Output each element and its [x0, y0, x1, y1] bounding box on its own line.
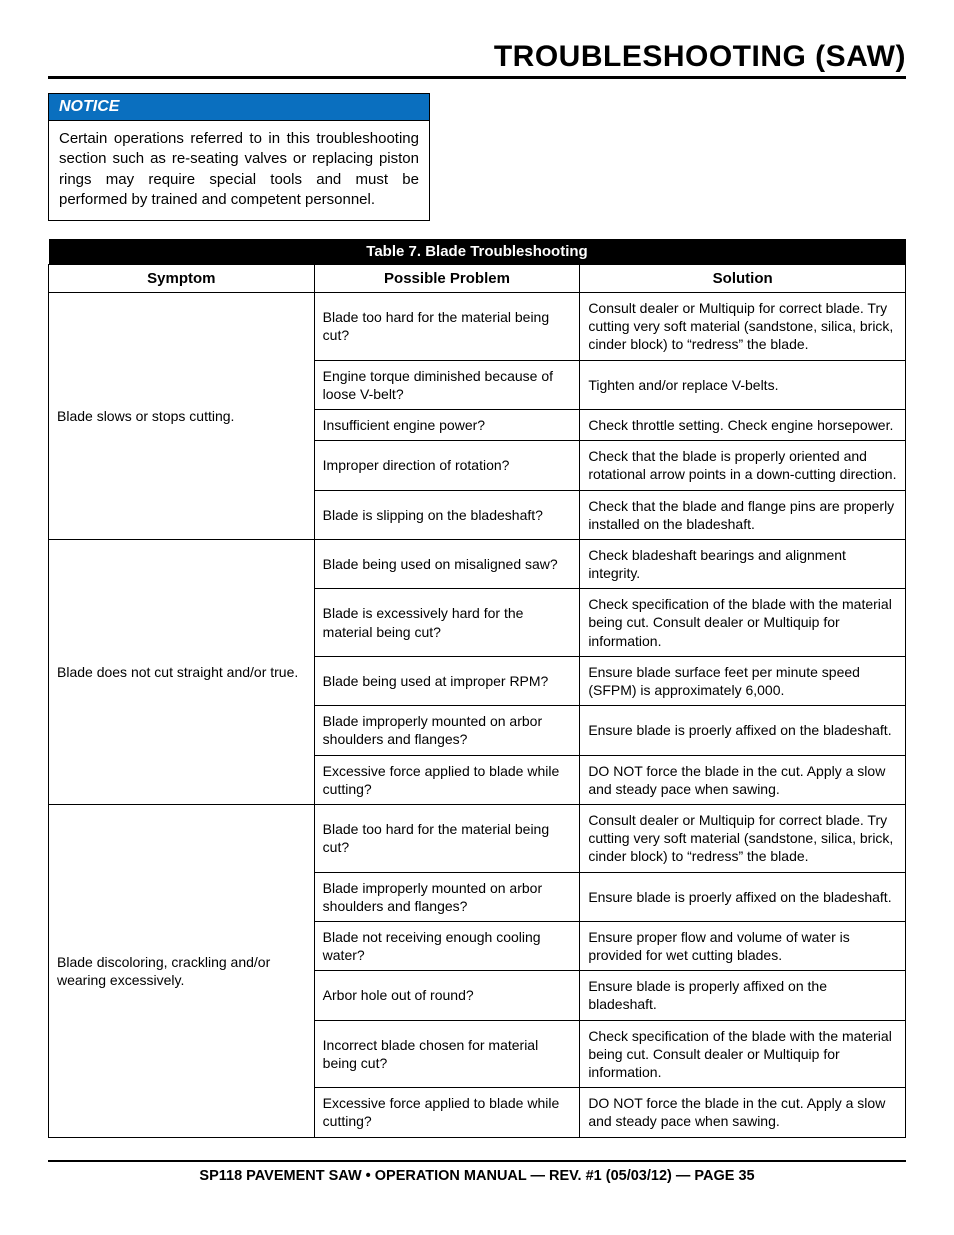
cell-solution: Ensure blade is proerly affixed on the b… — [580, 706, 906, 755]
cell-problem: Blade too hard for the material being cu… — [314, 293, 580, 361]
cell-solution: Check specification of the blade with th… — [580, 589, 906, 657]
cell-problem: Blade too hard for the material being cu… — [314, 804, 580, 872]
cell-problem: Blade being used on misaligned saw? — [314, 539, 580, 588]
cell-solution: Check specification of the blade with th… — [580, 1020, 906, 1088]
table-row: Blade slows or stops cutting.Blade too h… — [49, 293, 906, 361]
cell-problem: Arbor hole out of round? — [314, 971, 580, 1020]
table-caption: Table 7. Blade Troubleshooting — [49, 239, 906, 265]
cell-solution: Tighten and/or replace V-belts. — [580, 360, 906, 409]
cell-solution: Check bladeshaft bearings and alignment … — [580, 539, 906, 588]
cell-solution: Ensure blade is proerly affixed on the b… — [580, 872, 906, 921]
cell-problem: Blade not receiving enough cooling water… — [314, 921, 580, 970]
table-wrapper: Table 7. Blade Troubleshooting Symptom P… — [48, 239, 906, 1138]
page-title: TROUBLESHOOTING (SAW) — [48, 40, 906, 74]
cell-solution: Check that the blade is properly oriente… — [580, 441, 906, 490]
cell-symptom: Blade slows or stops cutting. — [49, 293, 315, 540]
cell-problem: Excessive force applied to blade while c… — [314, 755, 580, 804]
cell-solution: Ensure blade is properly affixed on the … — [580, 971, 906, 1020]
cell-solution: Consult dealer or Multiquip for correct … — [580, 293, 906, 361]
notice-box: NOTICE Certain operations referred to in… — [48, 93, 430, 221]
col-head-solution: Solution — [580, 265, 906, 293]
cell-solution: Check throttle setting. Check engine hor… — [580, 409, 906, 440]
cell-problem: Incorrect blade chosen for material bein… — [314, 1020, 580, 1088]
cell-problem: Blade is slipping on the bladeshaft? — [314, 490, 580, 539]
cell-solution: DO NOT force the blade in the cut. Apply… — [580, 1088, 906, 1137]
page-container: TROUBLESHOOTING (SAW) NOTICE Certain ope… — [0, 0, 954, 1214]
cell-problem: Excessive force applied to blade while c… — [314, 1088, 580, 1137]
cell-solution: Ensure blade surface feet per minute spe… — [580, 656, 906, 705]
cell-problem: Blade improperly mounted on arbor should… — [314, 872, 580, 921]
cell-problem: Blade improperly mounted on arbor should… — [314, 706, 580, 755]
cell-problem: Blade being used at improper RPM? — [314, 656, 580, 705]
cell-solution: Consult dealer or Multiquip for correct … — [580, 804, 906, 872]
title-rule — [48, 76, 906, 79]
cell-symptom: Blade does not cut straight and/or true. — [49, 539, 315, 804]
cell-symptom: Blade discoloring, crackling and/or wear… — [49, 804, 315, 1137]
footer-text: SP118 PAVEMENT SAW • OPERATION MANUAL — … — [48, 1168, 906, 1184]
table-body: Blade slows or stops cutting.Blade too h… — [49, 293, 906, 1138]
troubleshooting-table: Table 7. Blade Troubleshooting Symptom P… — [48, 239, 906, 1138]
table-row: Blade does not cut straight and/or true.… — [49, 539, 906, 588]
col-head-symptom: Symptom — [49, 265, 315, 293]
cell-solution: DO NOT force the blade in the cut. Apply… — [580, 755, 906, 804]
cell-solution: Ensure proper flow and volume of water i… — [580, 921, 906, 970]
cell-problem: Blade is excessively hard for the materi… — [314, 589, 580, 657]
cell-problem: Insufficient engine power? — [314, 409, 580, 440]
footer-rule — [48, 1160, 906, 1162]
cell-problem: Engine torque diminished because of loos… — [314, 360, 580, 409]
notice-header: NOTICE — [49, 94, 429, 121]
notice-body: Certain operations referred to in this t… — [49, 121, 429, 220]
cell-solution: Check that the blade and flange pins are… — [580, 490, 906, 539]
col-head-problem: Possible Problem — [314, 265, 580, 293]
cell-problem: Improper direction of rotation? — [314, 441, 580, 490]
table-row: Blade discoloring, crackling and/or wear… — [49, 804, 906, 872]
